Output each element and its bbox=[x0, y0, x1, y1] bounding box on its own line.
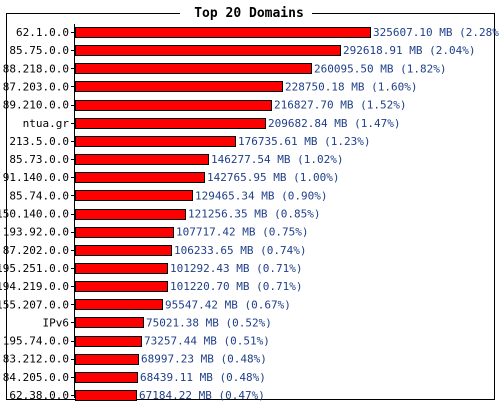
value-label: 209682.84 MB (1.47%) bbox=[268, 117, 400, 130]
bar bbox=[75, 136, 236, 147]
chart-title: Top 20 Domains bbox=[194, 6, 304, 21]
category-label: 87.202.0.0 bbox=[3, 244, 69, 257]
category-label: 89.210.0.0 bbox=[3, 99, 69, 112]
category-label: 85.74.0.0 bbox=[9, 189, 69, 202]
category-label: 83.212.0.0 bbox=[3, 353, 69, 366]
category-label: 195.251.0.0 bbox=[0, 262, 69, 275]
category-label: 85.75.0.0 bbox=[9, 44, 69, 57]
category-label: 155.207.0.0 bbox=[0, 298, 69, 311]
value-label: 129465.34 MB (0.90%) bbox=[195, 189, 327, 202]
bar bbox=[75, 227, 174, 238]
bar bbox=[75, 63, 312, 74]
bar bbox=[75, 81, 283, 92]
value-label: 101220.70 MB (0.71%) bbox=[170, 280, 302, 293]
bar bbox=[75, 190, 193, 201]
title-background bbox=[180, 5, 312, 21]
bar bbox=[75, 245, 172, 256]
value-label: 325607.10 MB (2.28%) bbox=[373, 26, 500, 39]
value-label: 73257.44 MB (0.51%) bbox=[144, 335, 270, 348]
category-label: 62.1.0.0 bbox=[16, 26, 69, 39]
bar bbox=[75, 390, 137, 401]
value-label: 146277.54 MB (1.02%) bbox=[211, 153, 343, 166]
category-label: 213.5.0.0 bbox=[9, 135, 69, 148]
category-label: 85.73.0.0 bbox=[9, 153, 69, 166]
bar bbox=[75, 281, 168, 292]
category-label: 84.205.0.0 bbox=[3, 371, 69, 384]
value-label: 260095.50 MB (1.82%) bbox=[314, 62, 446, 75]
bar bbox=[75, 118, 266, 129]
bar bbox=[75, 45, 341, 56]
value-label: 121256.35 MB (0.85%) bbox=[188, 208, 320, 221]
category-label: 150.140.0.0 bbox=[0, 208, 69, 221]
bar bbox=[75, 299, 163, 310]
category-label: 88.218.0.0 bbox=[3, 62, 69, 75]
value-label: 68997.23 MB (0.48%) bbox=[141, 353, 267, 366]
bar bbox=[75, 27, 371, 38]
bar-rows: 62.1.0.0 325607.10 MB (2.28%) 85.75.0.0 292… bbox=[0, 26, 500, 402]
bar bbox=[75, 336, 142, 347]
bar bbox=[75, 209, 186, 220]
value-label: 68439.11 MB (0.48%) bbox=[140, 371, 266, 384]
bar bbox=[75, 354, 139, 365]
category-label: IPv6 bbox=[43, 316, 70, 329]
value-label: 292618.91 MB (2.04%) bbox=[343, 44, 475, 57]
bar bbox=[75, 263, 168, 274]
bar bbox=[75, 317, 144, 328]
value-label: 228750.18 MB (1.60%) bbox=[285, 80, 417, 93]
value-label: 67184.22 MB (0.47%) bbox=[139, 389, 265, 402]
bar bbox=[75, 172, 205, 183]
bar bbox=[75, 372, 138, 383]
value-label: 107717.42 MB (0.75%) bbox=[176, 226, 308, 239]
category-label: 87.203.0.0 bbox=[3, 80, 69, 93]
category-label: 62.38.0.0 bbox=[9, 389, 69, 402]
value-label: 176735.61 MB (1.23%) bbox=[238, 135, 370, 148]
bar bbox=[75, 100, 272, 111]
value-label: 95547.42 MB (0.67%) bbox=[165, 298, 291, 311]
value-label: 216827.70 MB (1.52%) bbox=[274, 99, 406, 112]
category-label: 195.74.0.0 bbox=[3, 335, 69, 348]
bar bbox=[75, 154, 209, 165]
value-label: 101292.43 MB (0.71%) bbox=[170, 262, 302, 275]
category-label: 91.140.0.0 bbox=[3, 171, 69, 184]
category-label: 193.92.0.0 bbox=[3, 226, 69, 239]
value-label: 106233.65 MB (0.74%) bbox=[174, 244, 306, 257]
value-label: 75021.38 MB (0.52%) bbox=[146, 316, 272, 329]
category-label: ntua.gr bbox=[23, 117, 70, 130]
category-label: 194.219.0.0 bbox=[0, 280, 69, 293]
value-label: 142765.95 MB (1.00%) bbox=[207, 171, 339, 184]
